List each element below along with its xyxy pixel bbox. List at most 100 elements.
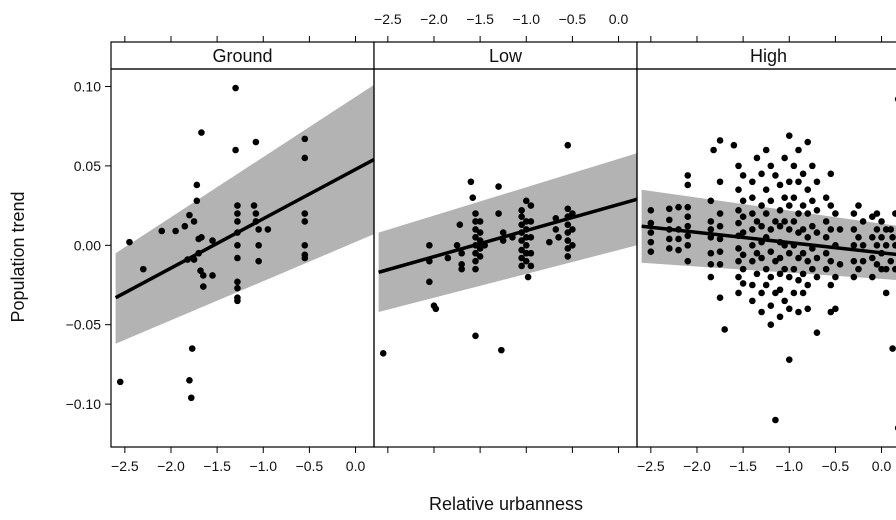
data-point	[776, 254, 784, 262]
data-point	[647, 238, 655, 246]
data-point	[264, 226, 272, 233]
data-point	[785, 249, 793, 257]
data-point	[758, 222, 765, 230]
data-point	[799, 170, 807, 178]
data-point	[850, 257, 858, 265]
data-point	[758, 170, 765, 178]
data-point	[873, 226, 881, 233]
data-point	[785, 356, 793, 363]
data-point	[255, 241, 262, 249]
data-point	[813, 207, 821, 214]
data-point	[827, 226, 835, 233]
data-point	[804, 138, 812, 146]
data-point	[527, 262, 535, 270]
data-point	[772, 218, 779, 225]
data-point	[469, 194, 477, 201]
data-point	[758, 308, 765, 316]
data-point	[827, 281, 835, 289]
confidence-band	[115, 84, 374, 344]
data-point	[892, 210, 896, 217]
data-point	[198, 129, 205, 136]
x-tick-label-top: −2.5	[374, 11, 402, 27]
data-point	[781, 265, 788, 273]
data-point	[250, 202, 258, 209]
data-point	[684, 172, 692, 179]
data-point	[234, 254, 241, 262]
data-point	[426, 278, 433, 286]
data-point	[675, 235, 682, 243]
data-point	[518, 213, 525, 221]
data-point	[749, 194, 756, 201]
data-point	[799, 249, 807, 257]
data-point	[878, 234, 885, 241]
plot-area	[114, 84, 374, 402]
data-point	[735, 245, 742, 252]
data-point	[785, 132, 793, 140]
data-point	[444, 254, 452, 262]
data-point	[255, 257, 262, 265]
data-point	[518, 246, 525, 254]
data-point	[255, 226, 262, 233]
x-tick-label: −2.0	[683, 458, 711, 474]
data-point	[753, 154, 761, 162]
data-point	[190, 218, 198, 225]
x-tick-label-top: −1.5	[466, 11, 494, 27]
data-point	[524, 273, 532, 281]
data-point	[476, 218, 484, 225]
data-point	[799, 270, 807, 278]
data-point	[882, 241, 890, 249]
plot-area	[378, 141, 637, 357]
data-point	[721, 326, 728, 333]
data-point	[767, 302, 775, 309]
data-point	[232, 146, 239, 154]
data-point	[749, 257, 756, 265]
data-point	[804, 257, 812, 265]
data-point	[564, 205, 572, 213]
data-point	[209, 272, 216, 279]
data-point	[379, 349, 387, 357]
data-point	[739, 251, 747, 259]
data-point	[199, 283, 207, 290]
x-tick-label-top: −2.0	[420, 11, 448, 27]
x-axis-title: Relative urbanness	[429, 494, 583, 514]
data-point	[753, 270, 761, 278]
data-point	[716, 248, 724, 255]
data-point	[859, 241, 867, 249]
data-point	[181, 222, 189, 230]
data-point	[762, 146, 770, 154]
axes-layer: 0.10 0.05 0.00 −0.05 −0.10	[66, 78, 111, 412]
y-axis-title: Population trend	[8, 191, 28, 322]
data-point	[684, 232, 692, 240]
data-point	[716, 261, 724, 268]
data-point	[739, 229, 747, 236]
data-point	[456, 221, 464, 228]
data-point	[873, 210, 881, 217]
data-point	[158, 227, 166, 235]
strip-label: Ground	[212, 46, 272, 66]
data-point	[739, 197, 747, 205]
data-point	[739, 265, 747, 273]
strip-box	[110, 41, 375, 70]
data-point	[753, 218, 761, 225]
data-point	[776, 181, 784, 189]
data-point	[795, 254, 802, 262]
data-point	[795, 146, 802, 154]
data-point	[716, 235, 724, 243]
data-point	[472, 226, 479, 233]
data-point	[665, 205, 673, 213]
data-point	[546, 238, 553, 246]
data-point	[790, 194, 798, 201]
data-point	[522, 218, 530, 225]
panels-layer: Ground −2.5 −2.0 −1.5 −1.0 −0.5 0.0 Low −2.5 −2.0…	[110, 11, 896, 474]
data-point	[790, 162, 798, 170]
data-point	[804, 210, 812, 217]
data-point	[850, 226, 858, 233]
data-point	[767, 321, 775, 329]
data-point	[795, 210, 802, 217]
data-point	[647, 229, 655, 236]
data-point	[472, 265, 479, 273]
data-point	[197, 267, 204, 275]
data-point	[499, 229, 507, 236]
data-point	[527, 218, 535, 225]
data-point	[873, 241, 881, 249]
